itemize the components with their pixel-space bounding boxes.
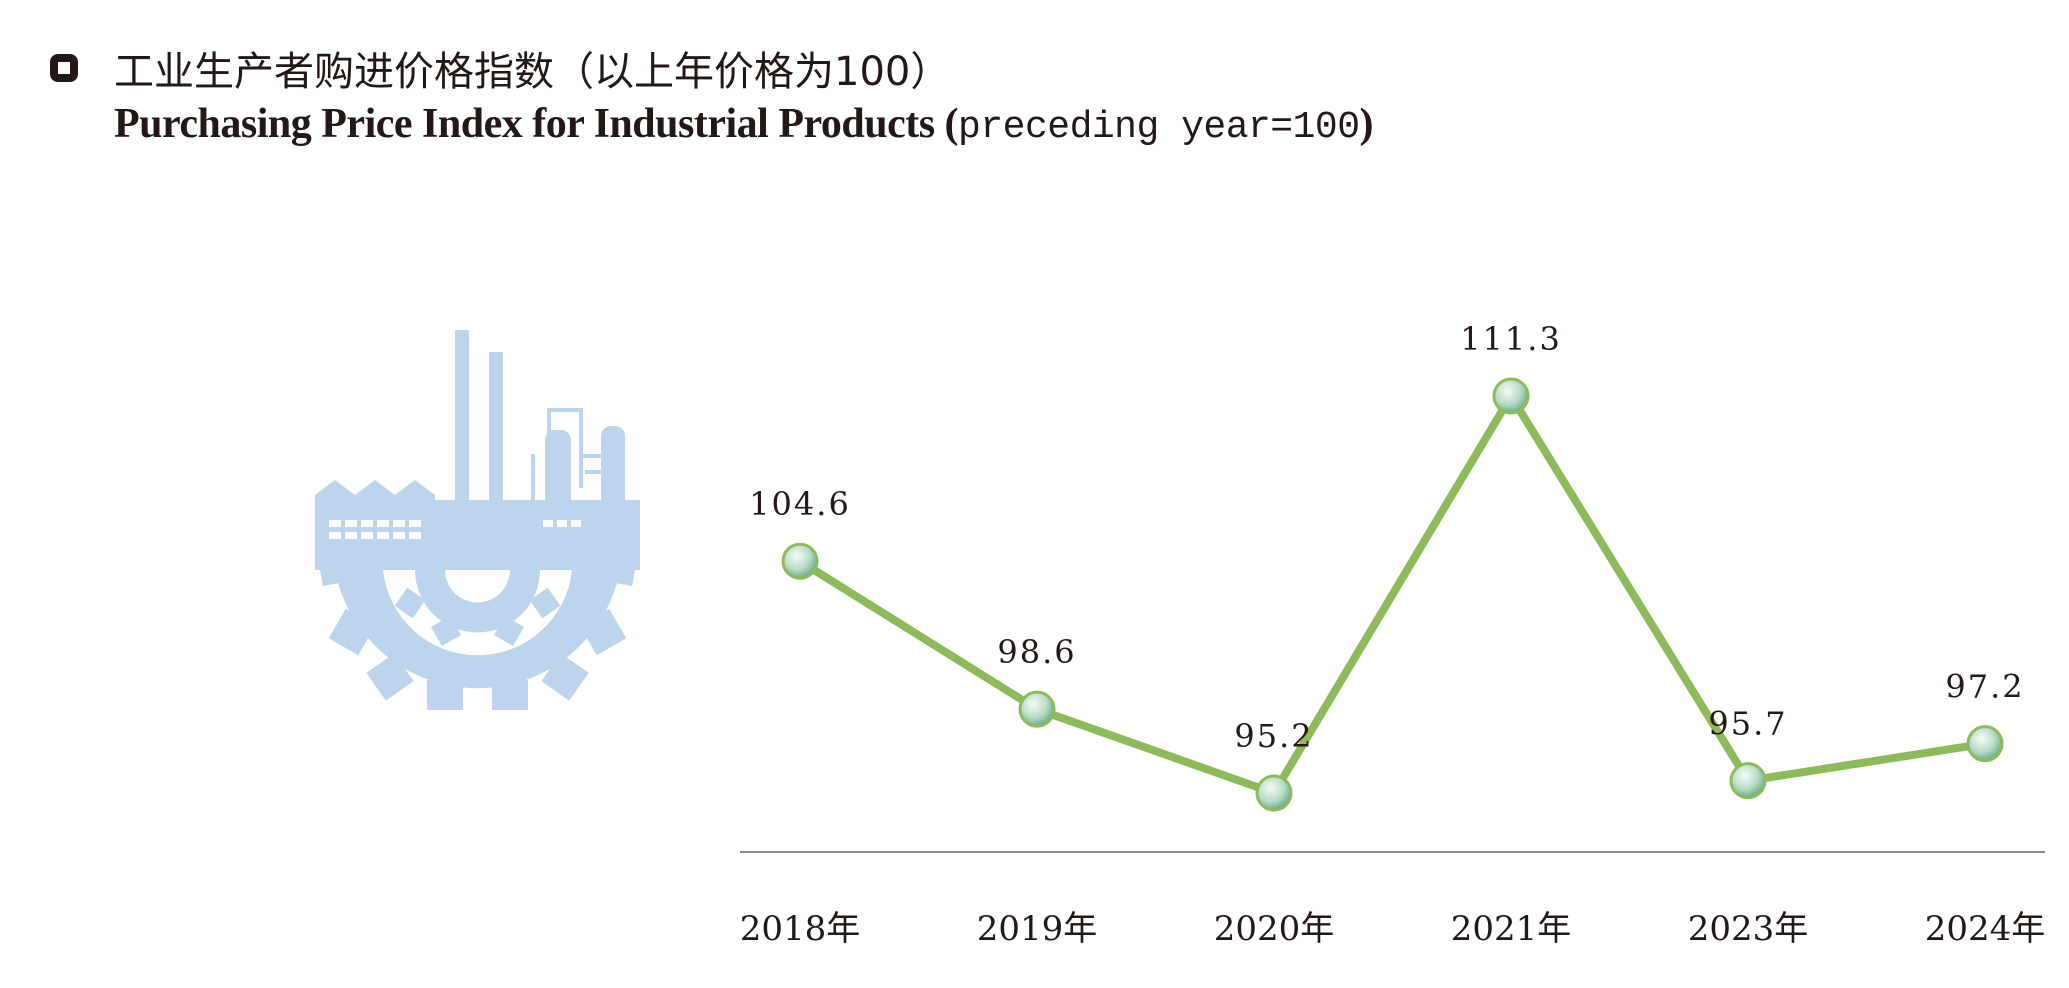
chart-title-chinese: 工业生产者购进价格指数（以上年价格为100） [114, 49, 951, 95]
chart-title-english: Purchasing Price Index for Industrial Pr… [114, 100, 1550, 149]
data-point-1 [1018, 690, 1056, 728]
data-point-3 [1492, 377, 1530, 415]
markers-group [781, 377, 2004, 812]
value-label-4: 95.7 [1708, 705, 1787, 743]
data-point-4 [1729, 762, 1767, 800]
square-outline-icon [50, 54, 78, 82]
value-label-0: 104.6 [749, 485, 851, 523]
title-row: 工业生产者购进价格指数（以上年价格为100） [50, 38, 1550, 98]
x-tick-label-3: 2021年 [1451, 909, 1572, 949]
chart-header: 工业生产者购进价格指数（以上年价格为100） Purchasing Price … [50, 38, 1550, 149]
x-tick-label-0: 2018年 [740, 909, 861, 949]
x-tick-labels-group: 2018年 2019年 2020年 2021年 2023年 2024年 [740, 909, 2046, 949]
value-label-1: 98.6 [997, 633, 1076, 671]
data-point-5 [1966, 725, 2004, 763]
x-tick-label-5: 2024年 [1925, 909, 2046, 949]
x-tick-label-4: 2023年 [1688, 909, 1809, 949]
value-label-2: 95.2 [1234, 717, 1313, 755]
x-tick-label-2: 2020年 [1214, 909, 1335, 949]
factory-gear-icon [315, 330, 640, 710]
value-label-5: 97.2 [1945, 668, 2024, 706]
chart-title-english-close: ) [1359, 101, 1374, 147]
value-labels-group: 104.6 98.6 95.2 111.3 95.7 97.2 [749, 320, 2024, 755]
x-tick-label-1: 2019年 [977, 909, 1098, 949]
value-label-3: 111.3 [1460, 320, 1562, 358]
series-line [796, 392, 1989, 797]
chart-title-english-main: Purchasing Price Index for Industrial Pr… [114, 101, 959, 147]
chart-title-english-unit: preceding year=100 [958, 106, 1360, 149]
data-point-2 [1255, 774, 1293, 812]
data-point-0 [781, 542, 819, 580]
